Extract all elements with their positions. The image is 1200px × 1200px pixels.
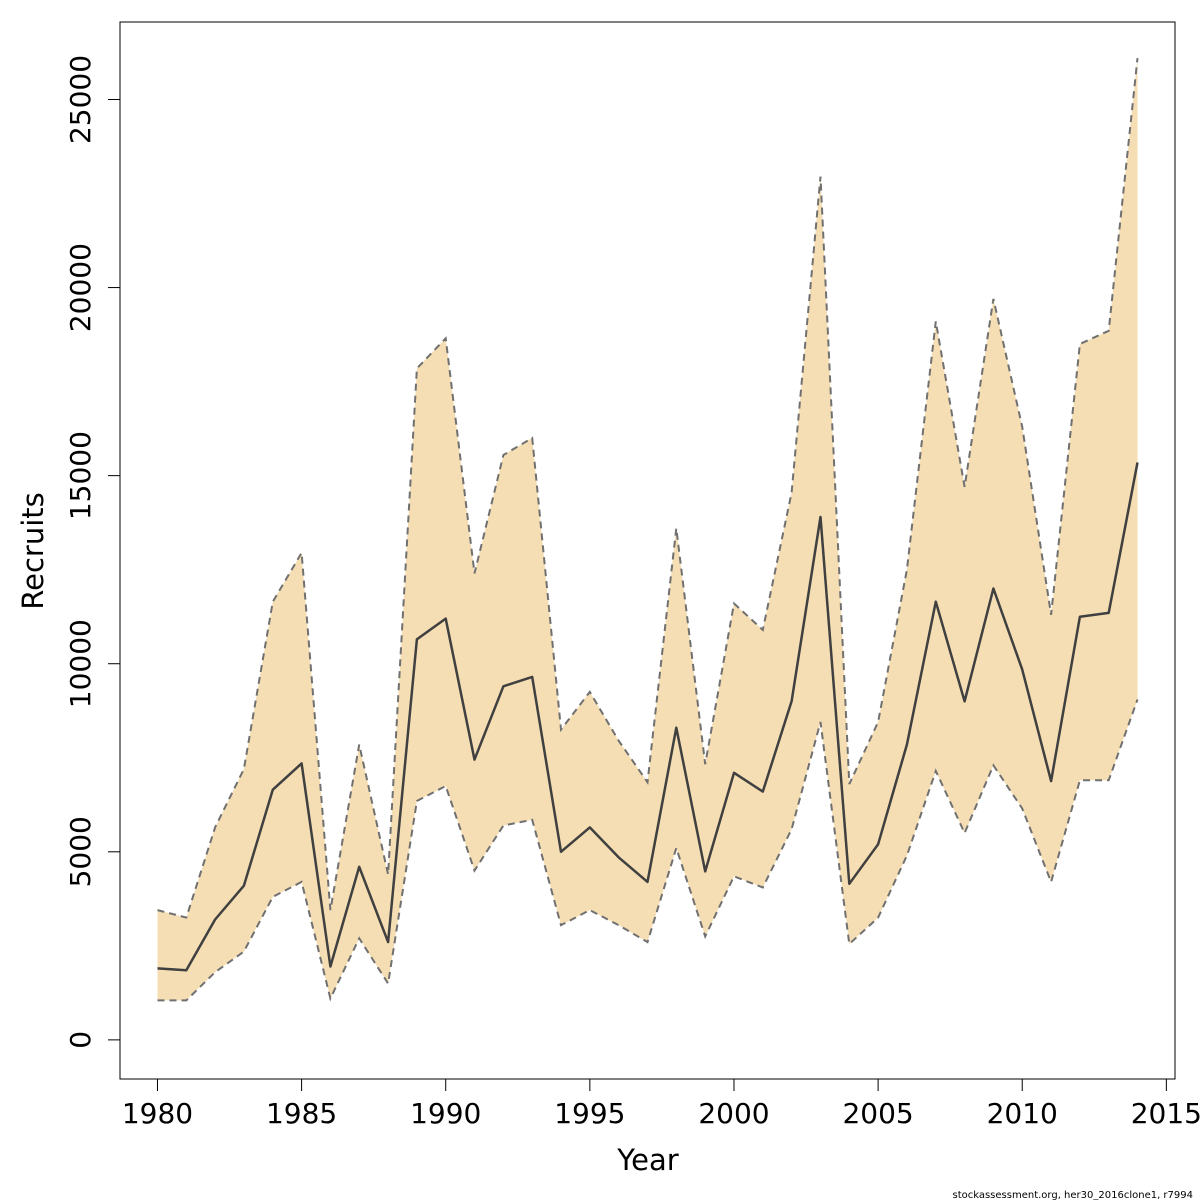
x-tick-label-1995: 1995 [554,1097,625,1130]
estimate-line [157,462,1139,972]
x-tick-label-1990: 1990 [410,1097,481,1130]
x-tick-label-2005: 2005 [842,1097,913,1130]
x-tick-label-2015: 2015 [1131,1097,1200,1130]
y-tick-label-10000: 10000 [64,619,97,708]
x-tick-label-2010: 2010 [987,1097,1058,1130]
y-tick-label-25000: 25000 [64,55,97,144]
y-tick-label-5000: 5000 [64,816,97,887]
x-tick-label-1985: 1985 [266,1097,337,1130]
y-tick-label-15000: 15000 [64,431,97,520]
x-tick-label-2000: 2000 [698,1097,769,1130]
y-tick-label-0: 0 [64,1031,97,1049]
confidence-band [157,58,1138,1001]
y-tick-label-20000: 20000 [64,243,97,332]
estimate-line-layer [157,462,1139,972]
x-axis-title: Year [616,1143,678,1177]
confidence-bounds-layer [157,57,1139,1002]
upper-bound-line [157,57,1139,919]
x-tick-label-1980: 1980 [122,1097,193,1130]
confidence-band-layer [157,58,1138,1001]
x-axis: 1980 1985 1990 1995 2000 2005 2010 2015 [122,1078,1200,1130]
lower-bound-line [157,699,1139,1002]
y-axis: 0 5000 10000 15000 20000 25000 [64,55,121,1049]
y-axis-title: Recruits [16,492,50,609]
footnote: stockassessment.org, her30_2016clone1, r… [952,1190,1193,1200]
